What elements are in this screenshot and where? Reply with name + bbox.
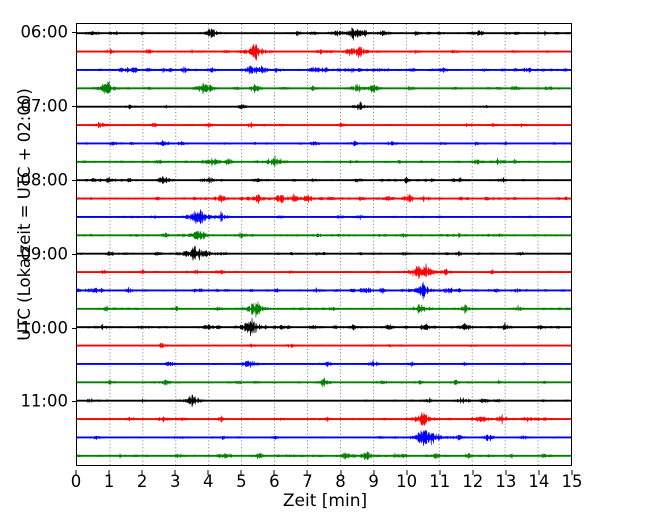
y-tick-mark — [72, 179, 77, 181]
y-tick-label: 10:00 — [20, 318, 68, 338]
y-tick-mark — [72, 253, 77, 255]
y-tick-mark — [72, 106, 77, 108]
x-tick-label: 8 — [335, 472, 346, 491]
x-tick-mark — [373, 470, 375, 475]
x-tick-mark — [108, 470, 110, 475]
y-tick-label: 11:00 — [20, 391, 68, 411]
y-tick-label: 07:00 — [20, 96, 68, 116]
y-axis-tick-labels: 06:00 07:00 08:00 09:00 10:00 11:00 — [0, 0, 77, 520]
x-tick-mark — [174, 470, 176, 475]
x-tick-mark — [505, 470, 507, 475]
seismogram-traces — [77, 27, 571, 461]
x-tick-mark — [439, 470, 441, 475]
y-axis-label-wrapper: UTC (Lokalzeit = UTC + 02:00) — [0, 88, 234, 341]
y-tick-label: 09:00 — [20, 244, 68, 264]
x-tick-mark — [75, 470, 77, 475]
x-tick-label: 13 — [495, 472, 517, 491]
y-tick-mark — [72, 32, 77, 34]
x-tick-label: 1 — [103, 472, 115, 491]
x-tick-label: 7 — [302, 472, 313, 491]
x-axis-tick-labels: 0 1 2 3 4 5 6 7 8 9 10 11 12 13 14 15 — [0, 470, 650, 500]
trace-0815 — [77, 193, 571, 205]
y-tick-label: 06:00 — [20, 22, 68, 42]
x-tick-label: 6 — [269, 472, 280, 491]
x-tick-label: 14 — [528, 472, 550, 491]
grid-lines — [109, 24, 539, 465]
y-tick-mark — [72, 401, 77, 403]
x-tick-label: 3 — [169, 472, 181, 491]
x-tick-label: 12 — [462, 472, 484, 491]
trace-0700 — [77, 101, 571, 111]
x-tick-mark — [273, 470, 275, 475]
x-axis-label: Zeit [min] — [282, 491, 368, 511]
x-tick-mark — [571, 470, 573, 475]
x-tick-label: 10 — [396, 472, 418, 491]
x-tick-label: 9 — [368, 472, 379, 491]
x-tick-label: 15 — [561, 472, 583, 491]
x-tick-mark — [406, 470, 408, 475]
x-tick-mark — [340, 470, 342, 475]
y-axis-label: UTC (Lokalzeit = UTC + 02:00) — [14, 88, 34, 341]
x-tick-mark — [141, 470, 143, 475]
x-tick-mark — [207, 470, 209, 475]
plot-area[interactable] — [76, 23, 572, 466]
x-tick-mark — [538, 470, 540, 475]
y-tick-label: 08:00 — [20, 170, 68, 190]
x-tick-mark — [472, 470, 474, 475]
x-tick-label: 2 — [136, 472, 148, 491]
x-tick-label: 0 — [70, 472, 82, 491]
x-tick-mark — [306, 470, 308, 475]
x-tick-label: 4 — [203, 472, 214, 491]
y-tick-mark — [72, 327, 77, 329]
x-tick-mark — [240, 470, 242, 475]
x-tick-label: 11 — [429, 472, 451, 491]
x-tick-label: 5 — [236, 472, 247, 491]
